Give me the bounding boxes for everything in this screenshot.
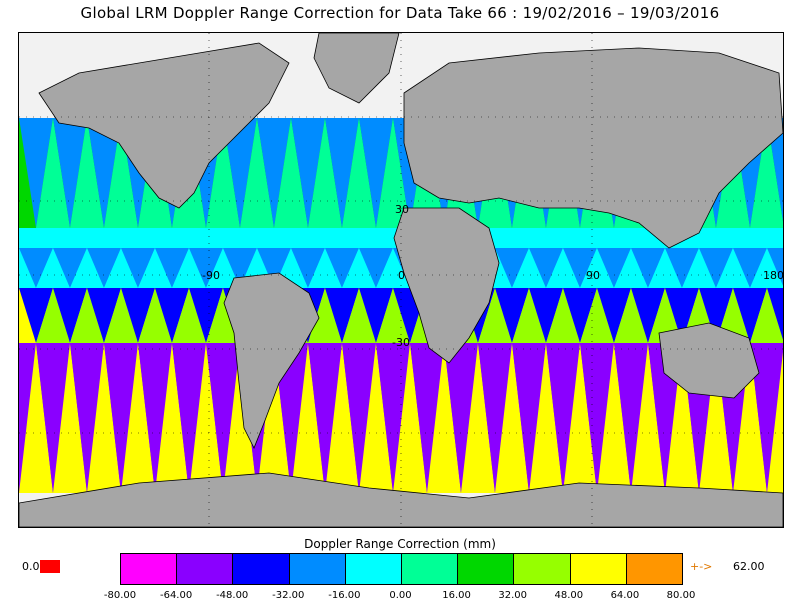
color-scale-segment: [345, 554, 403, 584]
color-scale-segment: [514, 554, 571, 584]
lon-neg90-label: -90: [202, 269, 220, 282]
color-scale-bar: [120, 553, 683, 585]
greenland-land: [313, 33, 400, 104]
missing-value-label: 0.0: [22, 560, 40, 573]
color-scale-segment: [289, 554, 346, 584]
overflow-value: 62.00: [733, 560, 765, 573]
map-canvas: [19, 33, 783, 527]
south-america-land: [223, 272, 320, 449]
map-title: Global LRM Doppler Range Correction for …: [80, 4, 720, 22]
color-scale-tick-label: 64.00: [610, 590, 640, 601]
land-masses: [19, 33, 783, 527]
doppler-map[interactable]: 30 -90 0 90 180 -30: [18, 32, 784, 528]
australia-land: [658, 322, 760, 399]
eurasia-land: [403, 47, 783, 249]
color-scale-tick-label: -48.00: [216, 590, 249, 601]
antarctica-land: [19, 472, 783, 527]
color-scale-segment: [402, 554, 459, 584]
lon-180-label: 180: [763, 269, 784, 282]
missing-value-swatch: [40, 560, 60, 573]
color-scale-tick-label: 48.00: [554, 590, 584, 601]
color-scale-tick-label: 80.00: [666, 590, 696, 601]
lat-30-label: 30: [395, 203, 409, 216]
color-scale-tick-label: -80.00: [103, 590, 137, 601]
lat-neg30-label: -30: [392, 336, 410, 349]
africa-land: [393, 207, 500, 364]
color-scale-tick-label: 32.00: [498, 590, 528, 601]
color-scale-segment: [570, 554, 627, 584]
color-scale-tick-label: -16.00: [328, 590, 361, 601]
lon-90-label: 90: [586, 269, 600, 282]
color-scale-tick-label: 0.00: [389, 590, 412, 601]
color-scale-segment: [177, 554, 234, 584]
legend-title: Doppler Range Correction (mm): [304, 537, 496, 551]
color-scale-tick-label: -32.00: [272, 590, 305, 601]
color-scale-segment: [233, 554, 290, 584]
lon-0-label: 0: [398, 269, 405, 282]
north-america-land: [38, 42, 290, 209]
color-scale-segment: [121, 554, 178, 584]
color-scale-segment: [458, 554, 515, 584]
overflow-arrow-label: +->: [690, 560, 713, 573]
color-scale-tick-label: -64.00: [159, 590, 193, 601]
color-scale-segment: [626, 554, 683, 584]
color-scale-tick-label: 16.00: [442, 590, 471, 601]
